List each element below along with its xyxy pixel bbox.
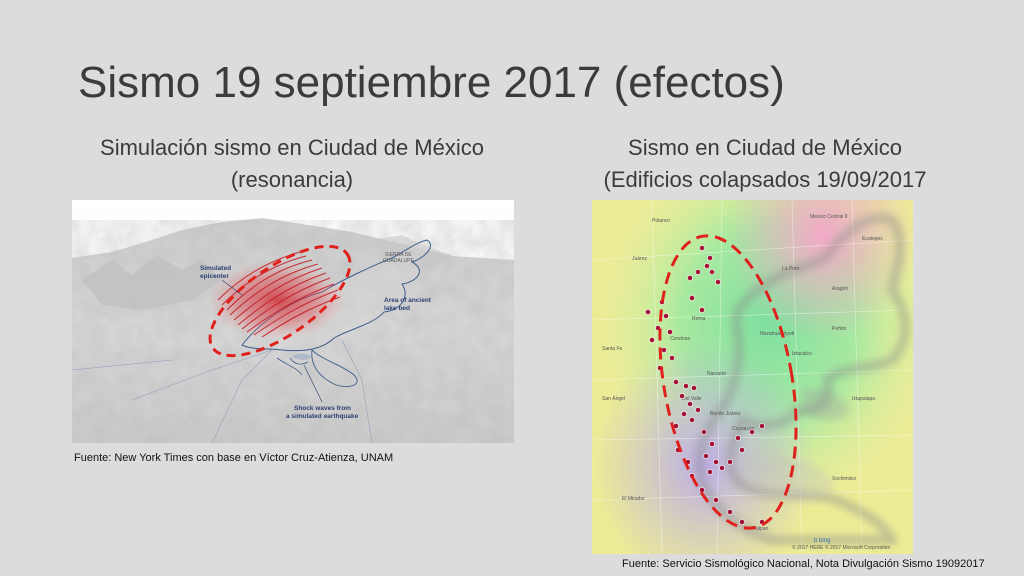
collapse-marker — [649, 337, 655, 343]
map-label-17: Xochimilco — [832, 476, 856, 482]
simulation-terrain-svg: Simulated epicenter SIERRA DE GUADALUPE … — [72, 200, 514, 443]
collapse-marker — [713, 497, 719, 503]
right-heading: Sismo en Ciudad de México (Edificios col… — [570, 132, 960, 196]
collapse-marker — [739, 447, 745, 453]
shock-waves-label-2: a simulated earthquake — [286, 413, 359, 420]
collapse-marker — [645, 309, 651, 315]
collapse-marker — [699, 245, 705, 251]
left-heading: Simulación sismo en Ciudad de México (re… — [72, 132, 512, 196]
collapse-zone-ellipse — [658, 234, 798, 530]
map-label-14: Peñón — [832, 326, 847, 332]
map-label-1: Polanco — [652, 218, 670, 224]
lake-bed-label-1: Area of ancient — [384, 297, 432, 304]
bing-logo-icon: b bing — [814, 538, 830, 544]
collapse-marker — [707, 469, 713, 475]
collapse-marker — [679, 393, 685, 399]
map-label-8: Tlalpan — [752, 526, 769, 532]
map-label-7: Iztapalapa — [852, 396, 875, 402]
simulation-image: Simulated epicenter SIERRA DE GUADALUPE … — [72, 200, 514, 443]
right-heading-line2: (Edificios colapsados 19/09/2017 — [603, 167, 927, 192]
collapse-marker — [735, 435, 741, 441]
sierra-label-2: GUADALUPE — [383, 258, 415, 264]
collapse-marker — [709, 269, 715, 275]
right-caption: Fuente: Servicio Sismológico Nacional, N… — [622, 558, 985, 570]
collapse-marker — [727, 509, 733, 515]
map-label-2: Aragón — [832, 286, 848, 292]
collapse-marker — [704, 263, 710, 269]
collapse-marker — [749, 429, 755, 435]
map-label-11: Roma — [692, 316, 706, 322]
collapse-marker — [689, 417, 695, 423]
map-label-5: Narvarte — [707, 371, 726, 377]
map-label-3: Nezahualcóyotl — [760, 331, 794, 337]
collapse-marker — [701, 429, 707, 435]
map-label-12: Condesa — [670, 336, 690, 342]
collapse-marker — [687, 401, 693, 407]
collapse-marker — [719, 465, 725, 471]
right-heading-line1: Sismo en Ciudad de México — [628, 135, 902, 160]
collapse-marker — [695, 407, 701, 413]
collapse-marker — [707, 255, 713, 261]
collapse-marker — [681, 411, 687, 417]
map-label-13: La Prim. — [782, 266, 801, 272]
collapse-map-image: Mexico Central II Polanco Aragón Nezahua… — [592, 200, 913, 554]
collapse-marker — [669, 355, 675, 361]
collapse-marker — [663, 313, 669, 319]
collapse-marker — [759, 423, 765, 429]
map-label-10: Del Valle — [682, 396, 702, 402]
slide-title: Sismo 19 septiembre 2017 (efectos) — [78, 58, 785, 107]
epicenter-label-2: epicenter — [200, 273, 229, 280]
collapse-marker — [667, 329, 673, 335]
lake-bed-label-2: lake bed — [384, 305, 410, 312]
epicenter-label-1: Simulated — [200, 265, 231, 272]
collapse-marker — [709, 441, 715, 447]
map-label-9: San Ángel — [602, 395, 625, 402]
collapse-marker — [715, 279, 721, 285]
sierra-label-1: SIERRA DE — [385, 252, 412, 258]
collapse-marker — [687, 275, 693, 281]
map-label-20: Ecatepec — [862, 236, 883, 242]
left-heading-line1: Simulación sismo en Ciudad de México — [100, 135, 484, 160]
collapse-marker — [699, 307, 705, 313]
map-label-4: Juárez — [632, 256, 648, 262]
map-label-0: Mexico Central II — [810, 214, 848, 220]
collapse-map-svg: Mexico Central II Polanco Aragón Nezahua… — [592, 200, 913, 554]
map-label-15: Iztacalco — [792, 351, 812, 357]
collapse-marker — [713, 459, 719, 465]
collapse-marker — [661, 347, 667, 353]
left-caption: Fuente: New York Times con base en Vícto… — [74, 452, 394, 464]
collapse-marker — [691, 385, 697, 391]
collapse-marker — [727, 459, 733, 465]
collapse-marker — [739, 519, 745, 525]
map-footer: © 2017 HERE © 2017 Microsoft Corporation — [792, 544, 890, 551]
collapse-marker — [673, 379, 679, 385]
shock-waves-label-1: Shock waves from — [294, 405, 351, 412]
left-heading-line2: (resonancia) — [230, 167, 354, 192]
resonance-ellipse — [208, 244, 352, 358]
collapse-marker — [695, 269, 701, 275]
collapse-marker — [703, 453, 709, 459]
map-label-16: Benito Juárez — [710, 411, 741, 417]
collapse-marker — [683, 383, 689, 389]
collapse-marker — [689, 295, 695, 301]
map-label-6: Coyoacán — [732, 426, 755, 432]
map-label-19: El Mirador — [622, 496, 645, 502]
map-label-18: Santa Fe — [602, 346, 623, 352]
